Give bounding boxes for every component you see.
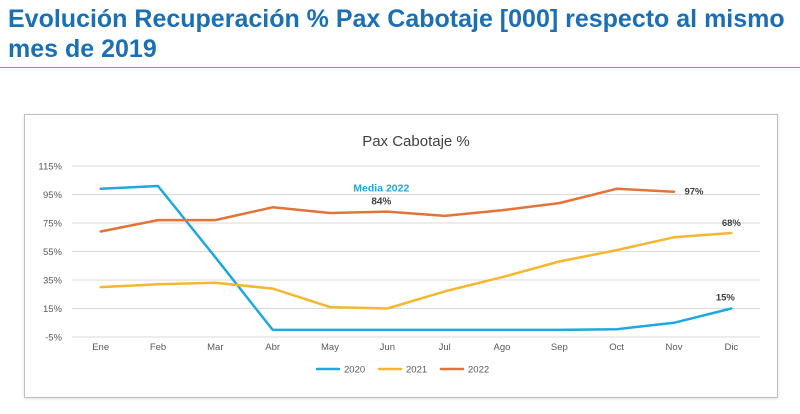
- data-label: 97%: [684, 187, 704, 198]
- chart-frame: Pax Cabotaje % -5% 15% 35% 55% 75% 95% 115% Ene F…: [24, 114, 778, 398]
- title-divider: [0, 67, 800, 68]
- data-label: 84%: [371, 197, 391, 208]
- x-tick-label: Sep: [551, 342, 568, 353]
- legend-label: 2022: [468, 365, 489, 376]
- x-tick-label: Nov: [666, 342, 683, 353]
- x-tick-label: Jul: [439, 342, 451, 353]
- series-line-2022: [99, 187, 676, 233]
- data-label: Media 2022: [353, 183, 409, 195]
- y-tick-label: 95%: [43, 190, 63, 201]
- x-tick-label: Dic: [724, 342, 738, 353]
- y-tick-label: 75%: [43, 219, 63, 230]
- x-tick-label: Feb: [150, 342, 166, 353]
- page-title: Evolución Recuperación % Pax Cabotaje [0…: [8, 5, 785, 63]
- data-label: 15%: [716, 293, 736, 304]
- x-tick-label: Abr: [265, 342, 280, 353]
- y-tick-label: 35%: [43, 276, 63, 287]
- y-tick-label: -5%: [45, 333, 62, 344]
- x-tick-label: May: [321, 342, 339, 353]
- x-tick-label: Mar: [207, 342, 223, 353]
- legend-label: 2020: [344, 365, 365, 376]
- x-tick-label: Ene: [92, 342, 109, 353]
- chart-title: Pax Cabotaje %: [362, 133, 470, 150]
- x-tick-label: Jun: [380, 342, 395, 353]
- data-label: 68%: [722, 218, 742, 229]
- x-tick-label: Oct: [609, 342, 624, 353]
- y-tick-label: 115%: [38, 162, 62, 173]
- y-tick-label: 55%: [43, 247, 63, 258]
- x-tick-label: Ago: [494, 342, 511, 353]
- series-line-2020: [99, 184, 733, 332]
- legend-label: 2021: [406, 365, 427, 376]
- y-tick-label: 15%: [43, 304, 63, 315]
- line-chart: Pax Cabotaje % -5% 15% 35% 55% 75% 95% 115% Ene F…: [38, 133, 760, 376]
- series-line-2021: [99, 231, 733, 310]
